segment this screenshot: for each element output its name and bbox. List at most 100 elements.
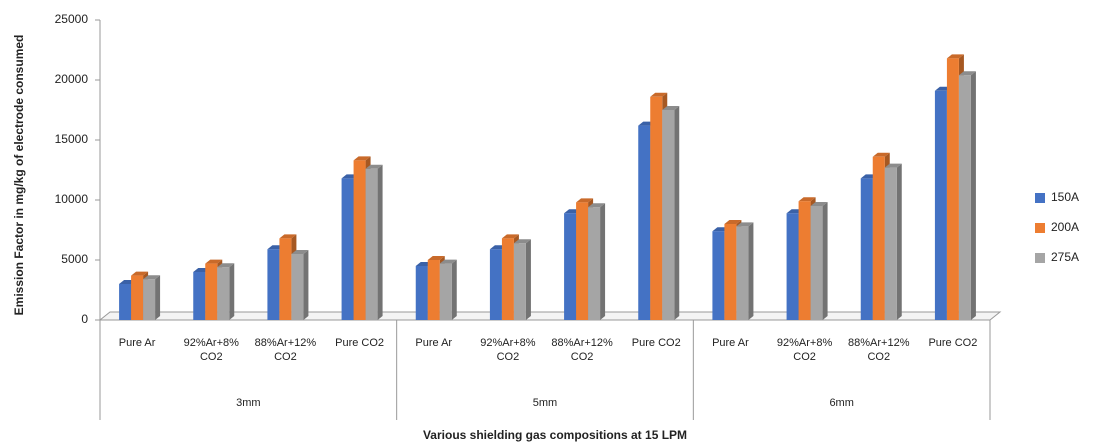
bar-side [896, 163, 902, 320]
bar [143, 279, 156, 320]
bar-top [588, 203, 606, 208]
bar-side [229, 263, 235, 320]
bar [810, 206, 823, 320]
legend-label: 200A [1051, 220, 1079, 234]
x-tick-label: 88%Ar+12% CO2 [254, 337, 317, 363]
bar [353, 160, 366, 320]
x-tick-label: 88%Ar+12% CO2 [848, 337, 910, 363]
group-label: 6mm [829, 397, 853, 409]
x-tick-label: Pure Ar [118, 337, 156, 349]
bar [564, 213, 577, 320]
bar-top [439, 259, 457, 264]
bar-top [798, 197, 816, 202]
bar-side [525, 239, 531, 320]
bar [712, 231, 725, 320]
bar-top [958, 71, 976, 76]
bar-top [353, 156, 371, 161]
x-tick-label: 92%Ar+8% CO2 [480, 337, 536, 363]
bar [946, 58, 959, 321]
bar-side [674, 106, 680, 320]
bar [786, 213, 799, 320]
bar-top [513, 239, 531, 244]
bar-side [155, 275, 161, 320]
bar-top [143, 275, 161, 280]
bar [884, 167, 897, 320]
bar [872, 156, 885, 320]
bar [724, 224, 737, 320]
bar [798, 201, 811, 320]
legend-label: 150A [1051, 190, 1079, 204]
bar-top [884, 163, 902, 168]
bar [365, 168, 378, 320]
bar-side [748, 222, 754, 320]
bar-top [650, 92, 668, 97]
bar [415, 266, 428, 320]
bar [958, 75, 971, 320]
bar-top [724, 220, 742, 224]
bar [736, 226, 749, 320]
y-tick-label: 10000 [55, 192, 89, 206]
bar-top [365, 164, 383, 169]
bar-top [291, 250, 309, 254]
bar-side [822, 202, 828, 320]
bar [501, 238, 514, 320]
bar [267, 249, 280, 320]
bar-top [217, 263, 235, 268]
y-tick-label: 20000 [55, 72, 89, 86]
x-tick-label: Pure CO2 [335, 337, 385, 349]
bar [193, 272, 206, 320]
bar [588, 207, 601, 320]
y-axis-title: Emission Factor in mg/kg of electrode co… [12, 35, 26, 316]
y-tick-label: 25000 [55, 12, 89, 26]
bar [513, 243, 526, 320]
x-tick-label: Pure CO2 [631, 337, 681, 349]
bar-top [501, 234, 519, 239]
bar-side [303, 250, 309, 320]
bar [205, 263, 218, 320]
x-tick-label: 92%Ar+8% CO2 [183, 337, 239, 363]
legend-swatch [1035, 193, 1045, 203]
bar [131, 275, 144, 320]
bar [576, 202, 589, 320]
bar [427, 260, 440, 320]
bar [934, 90, 947, 320]
legend-label: 275A [1051, 250, 1079, 264]
group-label: 5mm [533, 397, 557, 409]
y-tick-label: 0 [81, 312, 88, 326]
legend-swatch [1035, 223, 1045, 233]
bar [860, 178, 873, 320]
bar-top [736, 222, 754, 227]
x-tick-label: 92%Ar+8% CO2 [776, 337, 833, 363]
bar-top [205, 259, 223, 264]
bar [279, 238, 292, 320]
x-tick-label: Pure CO2 [928, 337, 978, 349]
bar-top [810, 202, 828, 206]
bar-top [131, 271, 149, 276]
y-tick-label: 15000 [55, 132, 89, 146]
x-axis-title: Various shielding gas compositions at 15… [423, 428, 687, 442]
group-label: 3mm [236, 397, 260, 409]
bar-side [600, 203, 606, 320]
bar-top [662, 106, 680, 110]
bar [489, 249, 502, 320]
bar [638, 125, 651, 320]
bar-top [872, 152, 890, 157]
bar-side [451, 259, 457, 320]
legend-swatch [1035, 253, 1045, 263]
bar [341, 178, 354, 320]
bar-top [427, 256, 445, 260]
bar-side [377, 164, 383, 320]
x-tick-label: Pure Ar [415, 337, 453, 349]
bar [291, 254, 304, 320]
x-tick-label: 88%Ar+12% CO2 [551, 337, 613, 363]
bar [439, 263, 452, 320]
bar [650, 96, 663, 320]
x-tick-label: Pure Ar [712, 337, 749, 349]
bar [119, 284, 132, 320]
bar-top [576, 198, 594, 203]
y-tick-label: 5000 [61, 252, 88, 266]
bar-side [970, 71, 976, 320]
bar [217, 267, 230, 320]
